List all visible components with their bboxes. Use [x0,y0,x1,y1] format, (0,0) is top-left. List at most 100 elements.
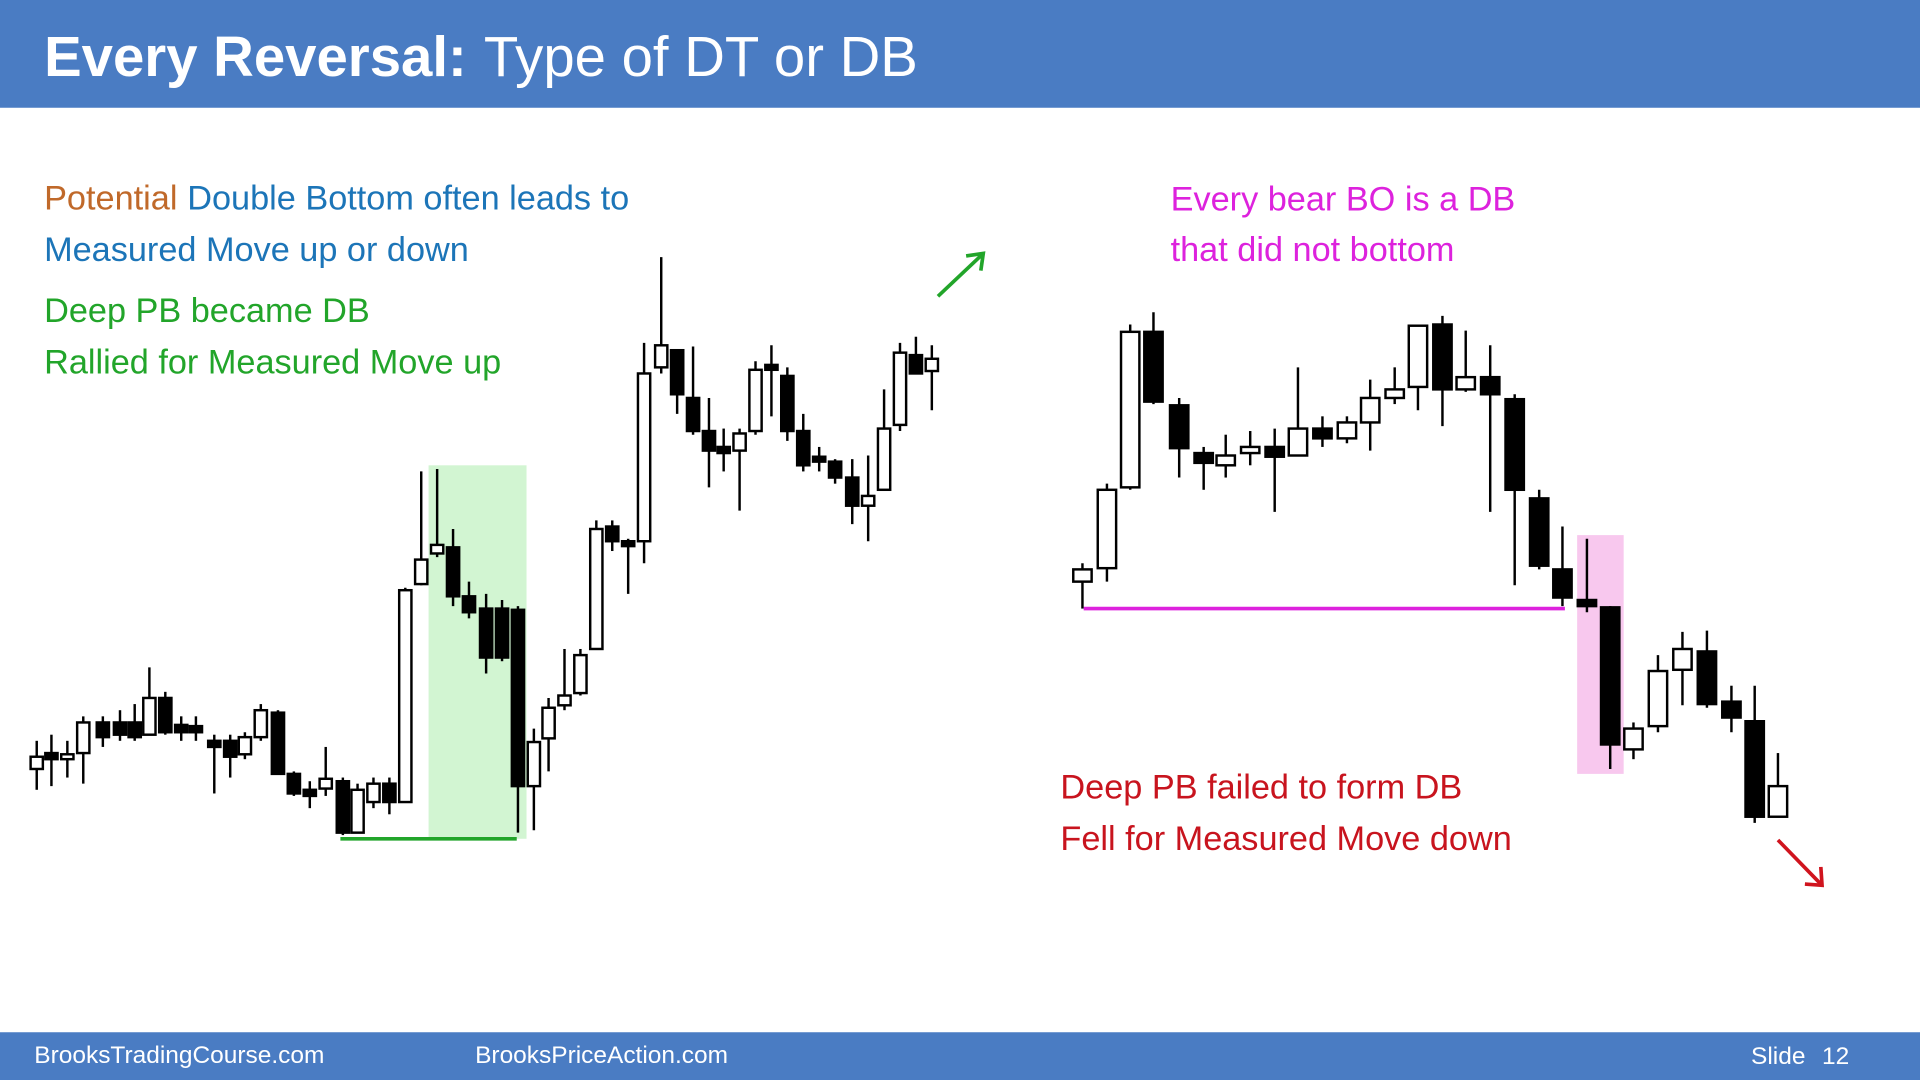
slide-title: Every Reversal: Type of DT or DB [44,25,918,88]
candle-body [95,721,111,739]
candle-body [494,607,510,659]
candle-body [653,344,669,369]
candle-body [1384,388,1406,400]
candle-body [764,363,779,372]
title-rest: Type of DT or DB [484,25,918,88]
candle-body [1504,397,1526,492]
note-right-3: Deep PB failed to form DB [1060,768,1462,806]
candle-body [876,427,892,492]
candles [29,257,1789,836]
candle-body [1721,700,1742,719]
candle-body [860,494,876,507]
candle-body [588,527,604,651]
candle-body [206,739,222,749]
candle-body [382,782,397,804]
candle-body [222,739,238,758]
candle-body [669,348,685,396]
candle-body [924,357,940,373]
candle-body [1312,427,1333,440]
candle-body [157,696,173,734]
footer-site: BrooksPriceAction.com [475,1042,728,1069]
candle-body [142,696,157,736]
candle-body [908,353,924,375]
candle-body [1767,784,1789,818]
candle-body [510,608,526,788]
candle-body [1193,451,1215,465]
candle-body [716,445,732,455]
candle-body [335,780,351,834]
candle-body [685,396,701,433]
candle-body [827,460,843,479]
candle-body [1455,375,1477,391]
candle-body [1552,568,1573,599]
candle-body [1479,375,1501,396]
candle-body [1407,324,1429,389]
candle-body [318,777,334,790]
footer-bar [0,1032,1920,1080]
candle-body [445,546,461,598]
candle-body [1576,598,1598,608]
candle-body [1336,421,1358,440]
candle-body [795,429,811,467]
slide-label: Slide [1751,1043,1805,1070]
arrow-down [1776,838,1825,888]
title-bold: Every Reversal: [44,25,467,88]
candle-body [604,525,620,543]
candle-body [780,374,795,433]
candle-body [732,432,747,452]
note-left-2: Measured Move up or down [44,231,469,269]
candle-body [413,558,429,586]
candle-body [541,706,556,740]
candle-body [286,772,302,795]
note-left-3: Deep PB became DB [44,292,370,330]
candle-body [44,751,59,761]
candle-body [237,735,253,756]
candle-body [270,711,286,776]
candle-body [60,753,75,761]
candle-body [188,724,204,734]
candle-body [366,782,381,804]
note-right-1: Every bear BO is a DB [1171,181,1516,219]
candle-body [127,721,143,739]
slide-number: 12 [1822,1043,1849,1070]
candle-body [1672,647,1693,672]
candle-body [1599,606,1621,746]
candle-body [173,723,189,734]
note-left-4: Rallied for Measured Move up [44,343,501,381]
candle-body [526,740,542,788]
candle-body [844,476,860,507]
candle-body [1744,720,1766,818]
note-right-2: that did not bottom [1171,231,1455,269]
note-potential: Potential [44,179,177,217]
candle-body [397,588,413,804]
candle-body [1359,396,1381,424]
candle-body [573,653,588,695]
candle-body [1168,404,1190,450]
candle-body [461,595,477,614]
note-right-4: Fell for Measured Move down [1060,820,1511,858]
candle-body [1432,323,1453,391]
candle-body [1215,454,1237,467]
note-left-1: Potential Double Bottom often leads to [44,179,629,217]
candle-body [620,540,636,548]
candle-body [29,755,45,771]
header-bar [0,0,1920,108]
candle-body [1287,427,1309,457]
candle-body [112,721,128,736]
candle-body [1264,445,1286,458]
arrow-up [936,251,986,298]
candle-body [557,694,572,707]
candle-body [1239,445,1261,455]
candle-body [1096,488,1118,570]
candle-body [1528,497,1550,567]
candle-body [701,429,717,452]
candle-body [75,721,91,755]
candle-body [1143,330,1164,403]
highlight-green [428,465,527,839]
candle-body [811,455,827,463]
candle-body [1623,727,1644,751]
candle-body [478,607,494,659]
candle-body [892,351,908,427]
